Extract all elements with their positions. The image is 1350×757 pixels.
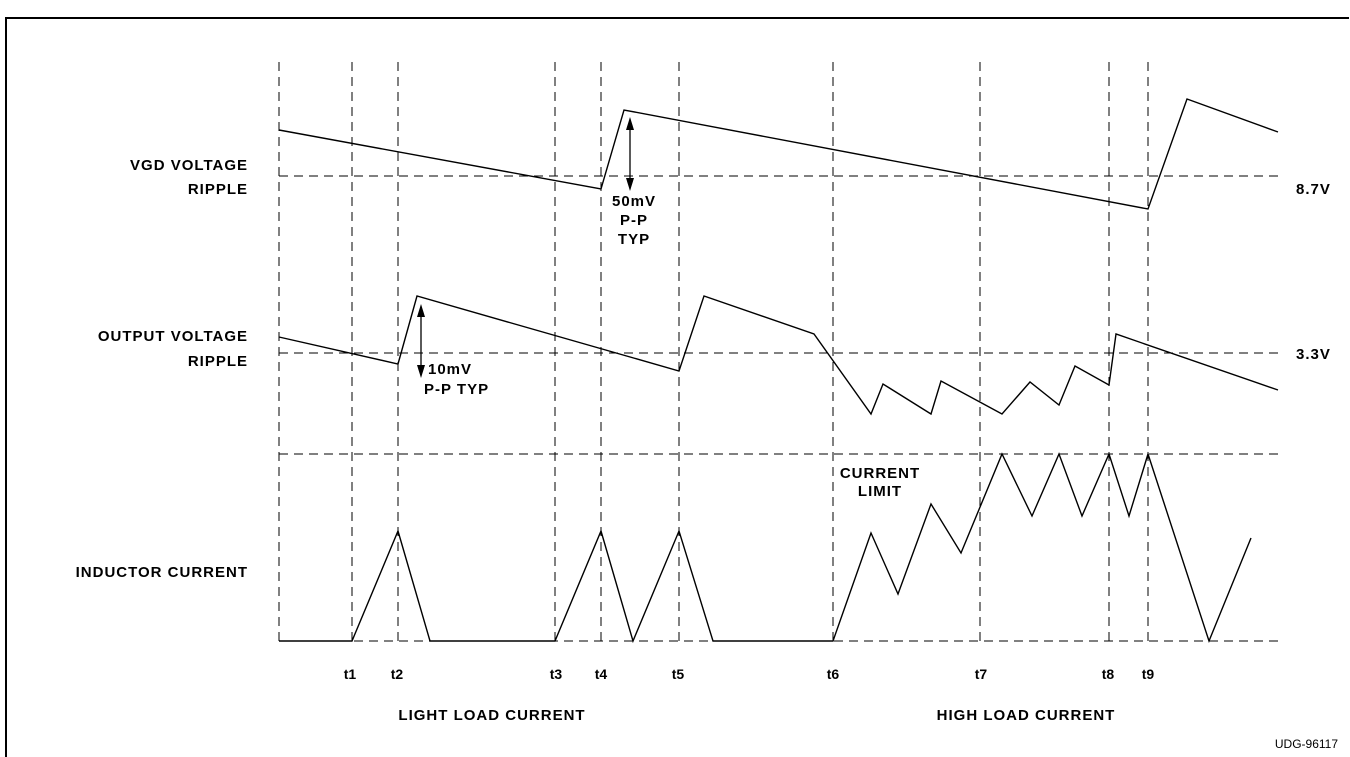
time-label-t9: t9 xyxy=(1142,666,1155,682)
vgd-ripple-text-1: 50mV xyxy=(612,193,656,210)
output-ripple-arrow xyxy=(417,304,425,378)
high-load-label: HIGH LOAD CURRENT xyxy=(937,707,1116,724)
time-label-t1: t1 xyxy=(344,666,357,682)
inductor-label: INDUCTOR CURRENT xyxy=(76,564,248,581)
time-label-t5: t5 xyxy=(672,666,685,682)
time-label-t7: t7 xyxy=(975,666,988,682)
vgd-ripple-arrow xyxy=(626,117,634,191)
output-level-label: 3.3V xyxy=(1296,346,1331,363)
vgd-label-line2: RIPPLE xyxy=(188,181,248,198)
time-markers xyxy=(278,62,1149,641)
time-label-t4: t4 xyxy=(595,666,608,682)
time-label-t8: t8 xyxy=(1102,666,1115,682)
current-limit-text-1: CURRENT xyxy=(840,465,920,482)
time-label-t6: t6 xyxy=(827,666,840,682)
current-limit-text-2: LIMIT xyxy=(858,483,902,500)
time-label-t2: t2 xyxy=(391,666,404,682)
vgd-level-label: 8.7V xyxy=(1296,181,1331,198)
out-ripple-text-2: P-P TYP xyxy=(424,381,489,398)
output-ripple-waveform xyxy=(278,295,1279,416)
time-label-t3: t3 xyxy=(550,666,563,682)
light-load-label: LIGHT LOAD CURRENT xyxy=(398,707,585,724)
vgd-ripple-text-2: P-P xyxy=(620,212,648,229)
output-label-line1: OUTPUT VOLTAGE xyxy=(98,328,248,345)
vgd-ripple-text-3: TYP xyxy=(618,231,650,248)
diagram-frame xyxy=(5,17,1349,757)
inductor-current-waveform xyxy=(279,451,1252,644)
output-label-line2: RIPPLE xyxy=(188,353,248,370)
out-ripple-text-1: 10mV xyxy=(428,361,472,378)
vgd-ripple-waveform xyxy=(278,98,1279,210)
figure-id-label: UDG-96117 xyxy=(1275,737,1338,751)
vgd-label-line1: VGD VOLTAGE xyxy=(130,157,248,174)
